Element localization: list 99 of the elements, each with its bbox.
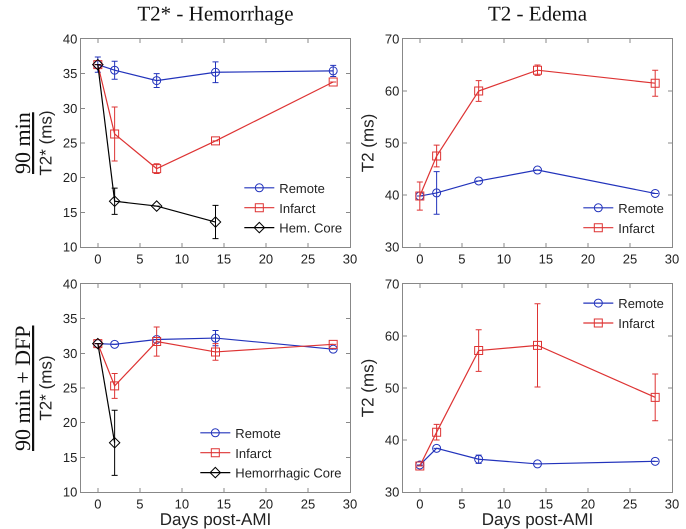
point [474, 176, 484, 186]
text: 90 min + DFP [10, 326, 35, 451]
y-tick-label: 40 [62, 32, 78, 47]
y-tick-label: 30 [384, 484, 400, 500]
x-tick-label: 15 [538, 496, 554, 512]
x-tick-label: 30 [342, 252, 358, 267]
legend-label: Infarct [618, 220, 655, 236]
point [211, 68, 220, 77]
point [474, 346, 484, 356]
point [152, 334, 162, 344]
y-tick-label: 40 [384, 188, 400, 203]
x-tick-label: 5 [136, 252, 144, 267]
y-tick-label: 70 [384, 276, 400, 292]
x-tick-label: 0 [416, 252, 424, 267]
point [152, 337, 162, 346]
x-tick-label: 30 [342, 496, 358, 512]
y-tick-label: 10 [62, 484, 78, 500]
point [533, 340, 542, 350]
x-tick-label: 5 [136, 496, 144, 512]
legend-label: Remote [618, 200, 664, 216]
point [432, 444, 442, 453]
x-axis-title: Days post-AMI [160, 510, 272, 529]
legend-label: Infarct [618, 316, 655, 332]
x-tick-label: 0 [94, 496, 102, 512]
y-tick-label: 40 [62, 276, 78, 292]
point [110, 129, 120, 138]
y-tick-label: 50 [384, 380, 400, 396]
x-tick-label: 20 [580, 496, 596, 512]
legend-label: Remote [279, 180, 325, 196]
point [211, 136, 220, 146]
legend-label: Hem. Core [279, 220, 342, 236]
y-tick-label: 15 [62, 450, 78, 465]
y-axis-title: T2* (ms) [36, 110, 56, 176]
point [533, 166, 542, 175]
x-tick-label: 5 [458, 252, 466, 267]
y-tick-label: 20 [62, 415, 78, 430]
y-tick-label: 15 [62, 204, 78, 220]
point [152, 76, 162, 86]
x-tick-label: 20 [258, 496, 274, 512]
legend-label: Hemorrhagic Core [235, 466, 342, 481]
x-tick-label: 0 [94, 252, 102, 267]
x-tick-label: 25 [622, 496, 638, 512]
y-tick-label: 60 [384, 328, 400, 344]
point [108, 196, 120, 207]
y-tick-label: 30 [384, 240, 400, 255]
point [211, 334, 220, 343]
point [474, 86, 484, 96]
y-axis-title: T2* (ms) [36, 355, 56, 421]
x-tick-label: 20 [258, 252, 274, 267]
x-tick-label: 15 [538, 252, 554, 267]
point [108, 437, 120, 448]
y-tick-label: 35 [62, 66, 78, 82]
legend-label: Infarct [235, 446, 272, 461]
point [110, 66, 120, 75]
x-tick-label: 30 [664, 252, 680, 267]
legend-label: Remote [235, 426, 281, 441]
x-tick-label: 15 [216, 496, 232, 512]
point [650, 78, 660, 88]
x-axis-title: Days post-AMI [482, 510, 594, 529]
point [110, 381, 120, 390]
point [432, 152, 442, 160]
x-tick-label: 10 [174, 496, 190, 512]
x-tick-label: 15 [216, 252, 232, 267]
y-axis-title: T2 (ms) [358, 114, 378, 172]
point [432, 188, 442, 198]
x-tick-label: 10 [174, 252, 190, 267]
legend-label: Remote [618, 296, 664, 312]
y-tick-label: 70 [384, 32, 400, 47]
point [533, 459, 542, 468]
y-tick-label: 40 [384, 432, 400, 448]
x-tick-label: 25 [622, 252, 638, 267]
point [110, 340, 120, 349]
x-tick-label: 20 [580, 252, 596, 267]
x-tick-label: 10 [496, 252, 512, 267]
point [150, 200, 162, 212]
point [211, 347, 220, 356]
y-tick-label: 25 [62, 136, 78, 151]
chart-title: T2 - Edema [488, 2, 588, 26]
y-tick-label: 50 [384, 136, 400, 151]
legend-label: Infarct [279, 200, 316, 216]
point [650, 392, 660, 402]
x-tick-label: 25 [300, 496, 316, 512]
point [210, 216, 222, 228]
text: 90 min [10, 112, 35, 174]
x-tick-label: 30 [664, 496, 680, 512]
x-tick-label: 10 [496, 496, 512, 512]
point [432, 428, 442, 437]
y-tick-label: 35 [62, 311, 78, 326]
x-tick-label: 25 [300, 252, 316, 267]
y-tick-label: 30 [62, 346, 78, 361]
y-axis-title: T2 (ms) [358, 358, 378, 418]
chart-title: T2* - Hemorrhage [137, 2, 294, 26]
x-tick-label: 5 [458, 496, 466, 512]
y-tick-label: 10 [62, 240, 78, 255]
y-tick-label: 30 [62, 100, 78, 116]
y-tick-label: 20 [62, 170, 78, 186]
y-tick-label: 60 [384, 84, 400, 99]
x-tick-label: 0 [416, 496, 424, 512]
y-tick-label: 25 [62, 380, 78, 396]
